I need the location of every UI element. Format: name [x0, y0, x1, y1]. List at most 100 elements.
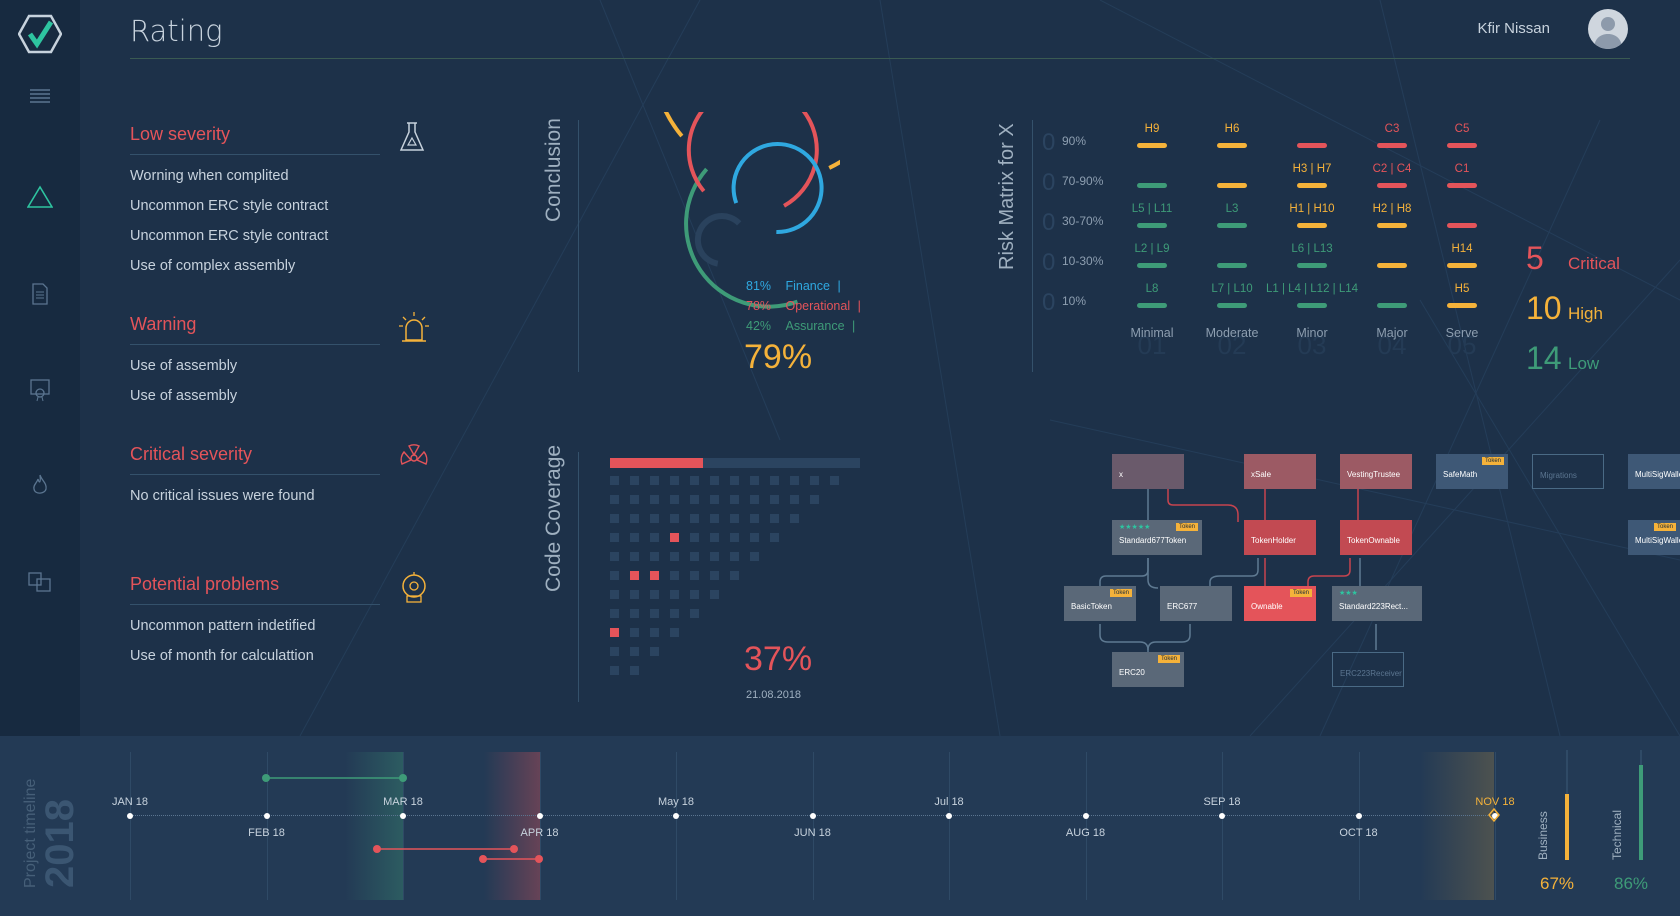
graph-node-xsale[interactable]: xSale — [1244, 454, 1316, 489]
issue-item[interactable]: Use of assembly — [130, 358, 238, 374]
graph-node-label: Ownable — [1251, 602, 1283, 611]
timeline-gridline — [266, 752, 268, 900]
avatar[interactable] — [1588, 9, 1628, 49]
risk-cell[interactable] — [1377, 223, 1407, 228]
risk-cell[interactable] — [1297, 143, 1327, 148]
coverage-square — [610, 609, 619, 618]
risk-cell[interactable] — [1137, 143, 1167, 148]
graph-node-migrations[interactable]: Migrations — [1532, 454, 1604, 489]
triangle-icon[interactable] — [0, 177, 80, 217]
issue-item[interactable]: Use of complex assembly — [130, 258, 296, 274]
timeline-dot[interactable] — [127, 813, 133, 819]
risk-col-label: Moderate — [1205, 326, 1259, 340]
graph-node-basictoken[interactable]: BasicToken Token — [1064, 586, 1136, 621]
issue-item[interactable]: Uncommon ERC style contract — [130, 198, 329, 214]
timeline-dot[interactable] — [536, 813, 543, 819]
coverage-square — [630, 533, 639, 542]
graph-node-erc677[interactable]: ERC677 — [1160, 586, 1232, 621]
risk-cell[interactable] — [1217, 303, 1247, 308]
risk-cell[interactable] — [1297, 183, 1327, 188]
risk-cell[interactable] — [1297, 303, 1327, 308]
risk-cell[interactable] — [1377, 303, 1407, 308]
timeline-dot[interactable] — [673, 813, 679, 819]
graph-node-erc20[interactable]: ERC20 Token — [1112, 652, 1184, 687]
logo-icon[interactable] — [0, 14, 80, 54]
timeline-dot[interactable] — [1082, 813, 1089, 819]
graph-node-standard677[interactable]: Standard677Token Token ★★★★★ — [1112, 520, 1202, 555]
risk-row-num: 0 — [1042, 209, 1056, 236]
graph-node-x[interactable]: x — [1112, 454, 1184, 489]
issue-item[interactable]: Uncommon pattern indetified — [130, 618, 316, 634]
issue-title: Potential problems — [130, 574, 380, 605]
timeline-dot[interactable] — [263, 813, 270, 819]
coverage-square — [670, 609, 679, 618]
timeline-highlight-amber — [1420, 752, 1494, 900]
token-tag: Token — [1109, 589, 1132, 597]
risk-cell[interactable] — [1217, 263, 1247, 268]
risk-cell-label: H9 — [1144, 123, 1160, 135]
graph-node-safemath[interactable]: SafeMath Token — [1436, 454, 1508, 489]
risk-cell[interactable] — [1447, 223, 1477, 228]
coverage-track — [610, 458, 860, 468]
graph-node-standard223[interactable]: Standard223Rect... ★★★ — [1332, 586, 1422, 621]
issue-item[interactable]: Worning when complited — [130, 168, 289, 184]
legend-pct: 81% — [746, 279, 772, 293]
risk-cell[interactable] — [1447, 263, 1477, 268]
issue-item[interactable]: Uncommon ERC style contract — [130, 228, 329, 244]
risk-cell[interactable] — [1377, 183, 1407, 188]
timeline-dot[interactable] — [946, 813, 952, 819]
coverage-square — [730, 571, 739, 580]
issue-item[interactable]: No critical issues were found — [130, 488, 315, 504]
risk-cell[interactable] — [1447, 183, 1477, 188]
gauge-business-track — [1565, 750, 1569, 860]
user-name[interactable]: Kfir Nissan — [1477, 20, 1550, 37]
risk-cell[interactable] — [1137, 183, 1167, 188]
header-divider — [130, 58, 1630, 59]
graph-node-multisig1[interactable]: MultiSigWallet — [1628, 454, 1680, 489]
timeline-dot[interactable] — [1492, 813, 1498, 819]
risk-cell[interactable] — [1137, 303, 1167, 308]
risk-cell-label: L2 | L9 — [1134, 243, 1170, 255]
coverage-square — [710, 495, 719, 504]
risk-cell[interactable] — [1297, 223, 1327, 228]
timeline-dot[interactable] — [1355, 813, 1362, 819]
flask-icon — [398, 120, 430, 154]
risk-col-num: 05 — [1447, 330, 1477, 360]
issue-item[interactable]: Use of month for calculattion — [130, 648, 314, 664]
timeline-dot[interactable] — [809, 813, 816, 819]
risk-cell[interactable] — [1447, 143, 1477, 148]
risk-cell[interactable] — [1297, 263, 1327, 268]
risk-row-num: 0 — [1042, 129, 1056, 156]
graph-node-label: ERC20 — [1119, 668, 1145, 677]
risk-cell[interactable] — [1447, 303, 1477, 308]
risk-cell[interactable] — [1137, 223, 1167, 228]
graph-node-tokenownable[interactable]: TokenOwnable — [1340, 520, 1412, 555]
timeline-dot[interactable] — [1219, 813, 1225, 819]
risk-cell[interactable] — [1217, 183, 1247, 188]
coverage-square — [610, 514, 619, 523]
risk-cell[interactable] — [1217, 143, 1247, 148]
risk-col-label: Serve — [1445, 326, 1479, 340]
risk-cell[interactable] — [1377, 263, 1407, 268]
issue-item[interactable]: Use of assembly — [130, 388, 238, 404]
ring-finance — [731, 142, 824, 234]
document-icon[interactable] — [0, 274, 80, 314]
coverage-square — [650, 495, 659, 504]
certificate-icon[interactable] — [0, 370, 80, 410]
fire-icon[interactable] — [0, 465, 80, 505]
risk-cell[interactable] — [1137, 263, 1167, 268]
graph-node-ownable[interactable]: Ownable Token — [1244, 586, 1316, 621]
graph-node-vesting[interactable]: VestingTrustee — [1340, 454, 1412, 489]
timeline-dot[interactable] — [400, 813, 406, 819]
coverage-square — [630, 571, 639, 580]
risk-cell[interactable] — [1377, 143, 1407, 148]
coverage-square — [650, 533, 659, 542]
risk-cell-label: H1 | H10 — [1289, 203, 1335, 215]
graph-links — [1099, 487, 1377, 654]
graph-node-multisig2[interactable]: MultiSigWallet Token — [1628, 520, 1680, 555]
risk-cell[interactable] — [1217, 223, 1247, 228]
graph-node-tokenholder[interactable]: TokenHolder — [1244, 520, 1316, 555]
graph-node-erc223[interactable]: ERC223Receiver — [1332, 652, 1404, 687]
compare-icon[interactable] — [0, 562, 80, 602]
menu-icon[interactable] — [0, 76, 80, 116]
